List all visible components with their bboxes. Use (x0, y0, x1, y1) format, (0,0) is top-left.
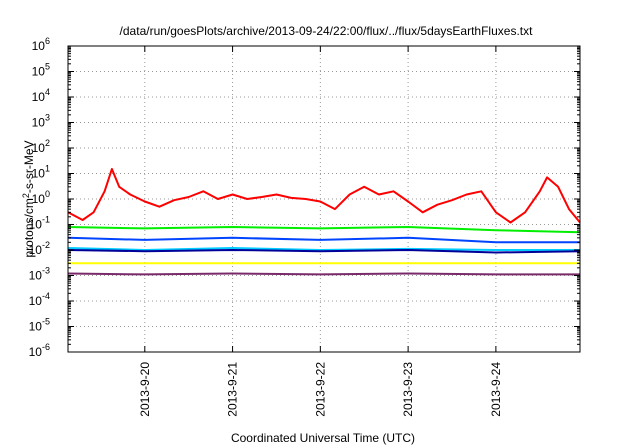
y-tick-label: 10-3 (29, 266, 50, 283)
y-tick-label: 10-1 (29, 215, 50, 232)
y-tick-label: 103 (32, 113, 50, 130)
y-tick-label: 100 (32, 189, 50, 206)
y-tick-label: 106 (32, 36, 50, 53)
y-tick-label: 10-5 (29, 317, 50, 334)
series-line-2 (67, 226, 581, 234)
y-tick-label: 102 (32, 138, 50, 155)
series-line-3 (67, 236, 580, 244)
x-axis-label: Coordinated Universal Time (UTC) (231, 431, 415, 445)
series-group (67, 168, 581, 276)
y-tick-label: 101 (32, 164, 50, 181)
x-tick-label: 2013-9-23 (401, 362, 415, 417)
x-axis-ticks: 2013-9-20 2013-9-21 2013-9-22 2013-9-23 2013… (138, 46, 503, 417)
x-tick-label: 2013-9-24 (489, 362, 503, 417)
y-tick-label: 105 (32, 62, 50, 79)
x-tick-label: 2013-9-21 (226, 362, 240, 417)
x-tick-label: 2013-9-20 (138, 362, 152, 417)
series-line-5 (67, 249, 581, 254)
x-tick-label: 2013-9-22 (313, 362, 327, 417)
y-tick-label: 10-2 (29, 240, 50, 257)
y-axis-ticks: 10-6 10-5 10-4 10-3 10-2 10-1 100 101 102 103 104 1… (29, 36, 580, 359)
series-line-1 (67, 168, 581, 224)
y-tick-label: 10-6 (29, 342, 50, 359)
y-tick-label: 104 (32, 87, 50, 104)
series-line-4 (67, 247, 580, 251)
chart-title: /data/run/goesPlots/archive/2013-09-24/2… (120, 24, 534, 38)
series-line-7 (67, 272, 580, 276)
y-tick-label: 10-4 (29, 291, 50, 308)
y-axis-label: protons/cm2-s-sr-MeV (21, 140, 36, 257)
